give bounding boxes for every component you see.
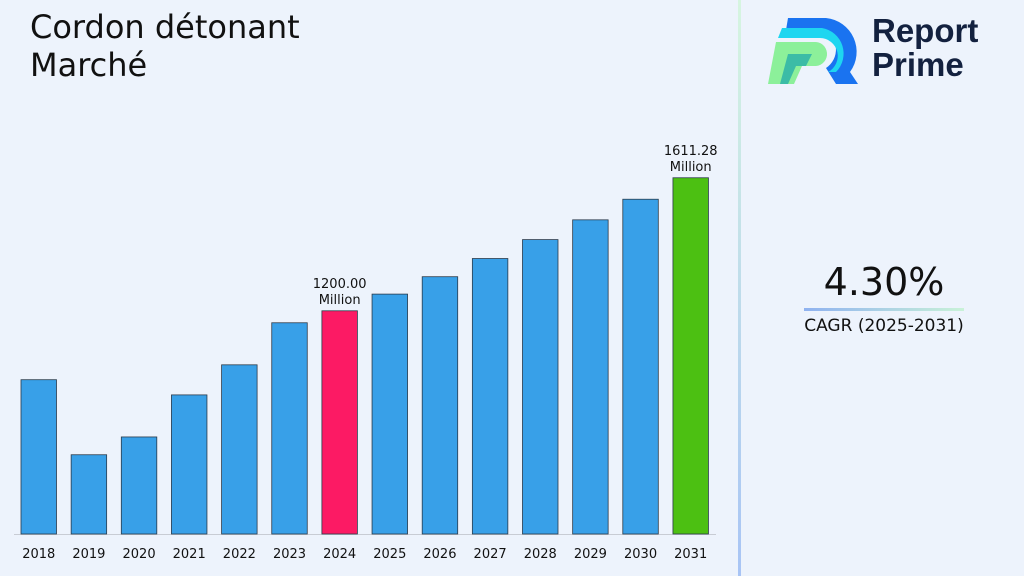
- x-tick-label-2025: 2025: [373, 547, 406, 562]
- report-prime-logo-icon: [768, 18, 858, 84]
- bar-2023: [271, 322, 308, 535]
- title-line-1: Cordon détonant: [30, 8, 300, 46]
- cagr-value: 4.30%: [823, 260, 945, 304]
- bar-2021: [171, 394, 208, 535]
- x-tick-label-2021: 2021: [173, 547, 206, 562]
- divider: [738, 0, 741, 576]
- bar-2025: [371, 293, 408, 535]
- bar-2026: [421, 276, 459, 535]
- x-tick-label-2020: 2020: [123, 547, 156, 562]
- cagr-underline: [804, 308, 964, 311]
- x-tick-label-2019: 2019: [72, 547, 105, 562]
- x-tick-label-2024: 2024: [323, 547, 356, 562]
- x-tick-label-2029: 2029: [574, 547, 607, 562]
- bar-2018: [20, 379, 57, 535]
- x-tick-label-2023: 2023: [273, 547, 306, 562]
- bar-2030: [622, 198, 659, 535]
- logo-line-1: Report: [872, 12, 979, 49]
- x-tick-label-2030: 2030: [624, 547, 657, 562]
- x-tick-label-2027: 2027: [474, 547, 507, 562]
- x-tick-label-2028: 2028: [524, 547, 557, 562]
- logo-text: Report Prime: [872, 14, 978, 82]
- title-line-2: Marché: [30, 46, 148, 84]
- data-label-2031-0: 1611.28: [664, 144, 718, 159]
- bar-2024: [321, 310, 358, 535]
- x-tick-label-2031: 2031: [674, 547, 707, 562]
- data-label-2024-1: Million: [319, 293, 361, 308]
- logo-line-2: Prime: [872, 46, 964, 83]
- cagr-label: CAGR (2025-2031): [804, 316, 964, 336]
- bar-2028: [522, 239, 559, 535]
- bar-chart: 2018 2019 2020 2021 2022 2023 20241200.00Milli…: [14, 144, 718, 562]
- bar-2022: [221, 364, 258, 535]
- chart-title: Cordon détonant Marché: [30, 8, 300, 84]
- data-label-2024-0: 1200.00: [313, 277, 367, 292]
- data-label-2031-1: Million: [670, 160, 712, 175]
- bar-2020: [120, 436, 158, 535]
- x-tick-label-2022: 2022: [223, 547, 256, 562]
- x-tick-label-2018: 2018: [22, 547, 55, 562]
- bar-2029: [572, 219, 609, 535]
- x-tick-label-2026: 2026: [423, 547, 456, 562]
- bar-2019: [70, 454, 108, 535]
- bar-2031: [672, 177, 709, 535]
- bar-2027: [471, 258, 509, 535]
